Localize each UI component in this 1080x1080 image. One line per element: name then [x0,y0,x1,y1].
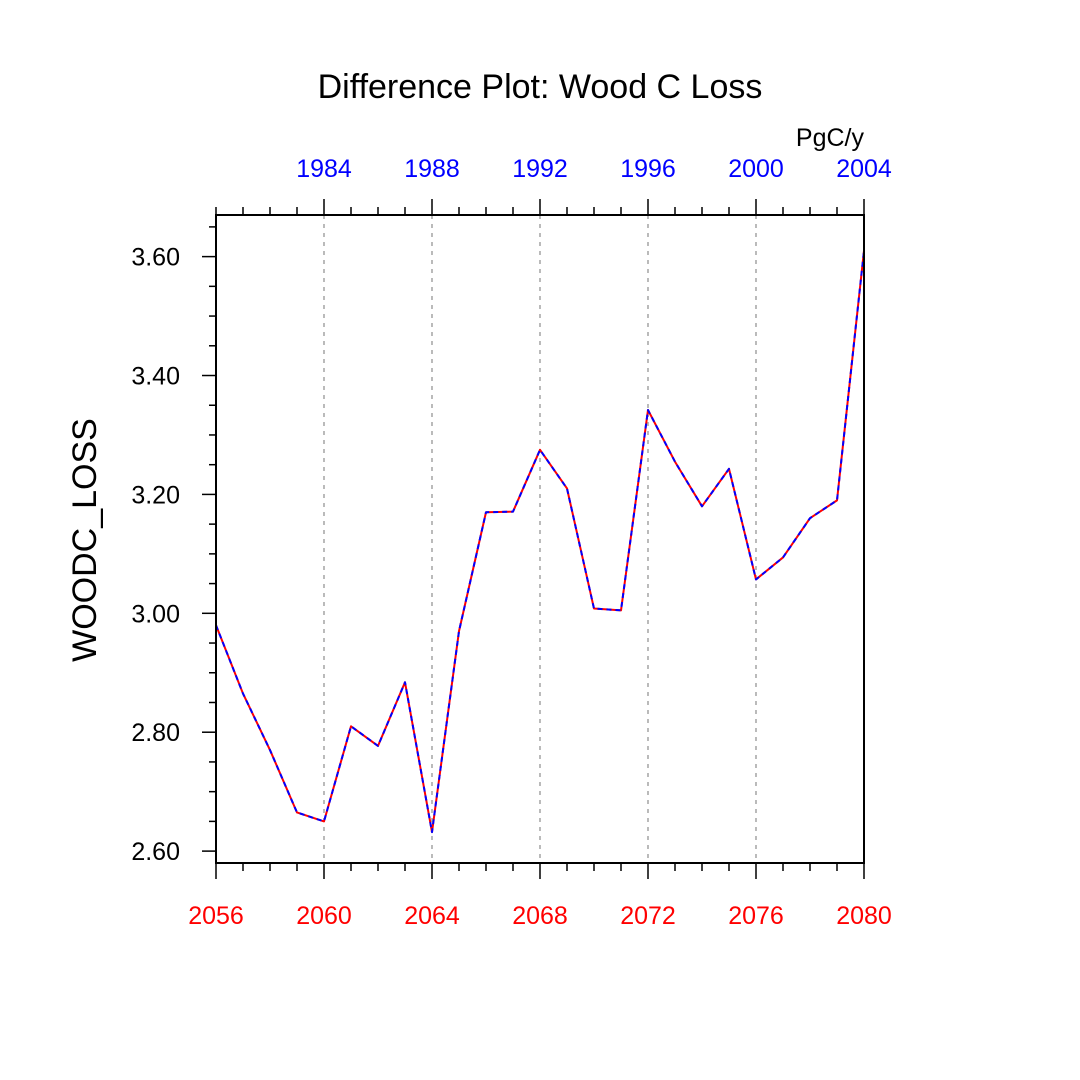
x-top-tick-label: 1988 [404,155,460,183]
x-bottom-tick-label: 2064 [404,902,460,930]
y-tick-label: 2.60 [131,838,180,866]
x-top-tick-label: 1996 [620,155,676,183]
x-top-tick-label: 2004 [836,155,892,183]
x-bottom-tick-label: 2060 [296,902,352,930]
series-lines [215,250,865,834]
y-tick-label: 2.80 [131,719,180,747]
y-tick-label: 3.00 [131,600,180,628]
x-bottom-tick-label: 2056 [188,902,244,930]
axes: 2056 2060 2064 2068 2072 2076 2080 1984 1988 1992… [131,155,892,930]
y-tick-label: 3.60 [131,244,180,272]
y-tick-label: 3.20 [131,481,180,509]
units-label: PgC/y [796,124,865,152]
x-bottom-tick-label: 2072 [620,902,676,930]
x-bottom-tick-label: 2080 [836,902,892,930]
x-bottom-tick-label: 2076 [728,902,784,930]
chart-title: Difference Plot: Wood C Loss [318,68,763,106]
y-axis-label: WOODC_LOSS [66,418,104,662]
x-top-tick-label: 1984 [296,155,352,183]
x-bottom-tick-label: 2068 [512,902,568,930]
x-top-tick-label: 1992 [512,155,568,183]
y-tick-label: 3.40 [131,363,180,391]
x-top-tick-label: 2000 [728,155,784,183]
grid-lines [323,215,757,863]
